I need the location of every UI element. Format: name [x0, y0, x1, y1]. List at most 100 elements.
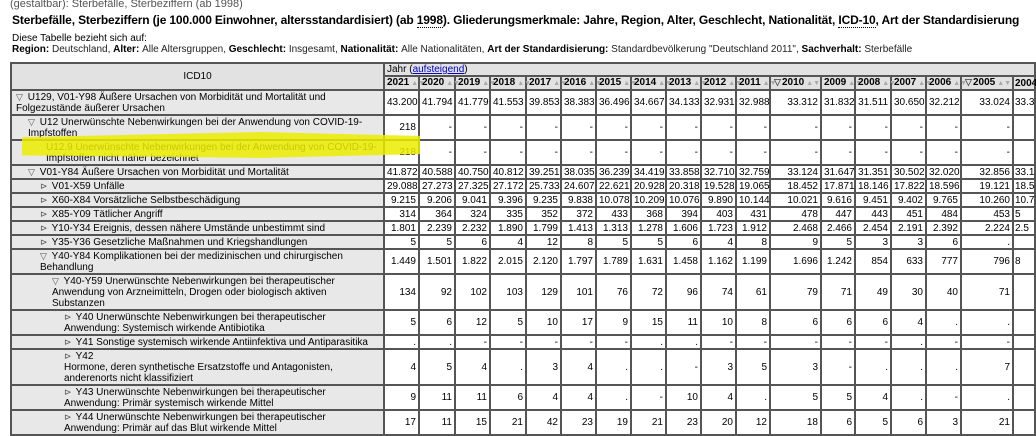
value-cell-2007: 9.402 [890, 192, 927, 208]
value-cell-2006: 40 [925, 273, 962, 311]
filter-key: Art der Standardisierung: [487, 44, 612, 55]
value-cell-2006: - [925, 139, 962, 166]
expand-icon[interactable]: ⊳ [40, 237, 48, 247]
collapse-icon[interactable]: ▽ [40, 251, 47, 261]
value-cell-2011: - [735, 334, 771, 350]
value-cell-2013: 33.858 [665, 164, 702, 180]
value-cell-2010: - [769, 139, 822, 166]
value-cell-2021: 314 [383, 206, 420, 222]
sort-icon[interactable]: ▲▼ [804, 80, 821, 87]
expand-icon[interactable]: ⊳ [64, 412, 72, 422]
value-cell-2012: 32.931 [700, 89, 737, 116]
value-cell-2012: - [700, 139, 737, 166]
sort-icon[interactable]: ▲▼ [691, 80, 708, 87]
sort-icon[interactable]: ▲▼ [480, 80, 497, 87]
collapse-icon[interactable]: ▽ [28, 117, 35, 127]
value-cell-2021: 1.801 [383, 220, 420, 236]
sort-icon[interactable]: ▲▼ [916, 80, 933, 87]
year-header-2019[interactable]: 2019 ▲▼ [454, 75, 496, 91]
value-cell-2007: . [890, 348, 927, 386]
value-cell-2020: 92 [418, 273, 456, 311]
sort-ascending-link[interactable]: aufsteigend [412, 64, 465, 75]
sort-icon[interactable]: ▲▼ [409, 80, 426, 87]
year-header-2012[interactable]: 2012 ▲▼ [700, 75, 742, 91]
title-text: , Art der Standardisierung [875, 13, 1020, 27]
sort-icon[interactable]: ▲▼ [726, 80, 743, 87]
value-cell-2004: 2.5 [1012, 220, 1036, 236]
value-cell-2010: 3 [769, 348, 822, 386]
year-header-2007[interactable]: 2007 ▲▼ [890, 75, 932, 91]
collapse-icon[interactable]: ▽ [774, 77, 781, 87]
expand-icon[interactable]: ⊳ [40, 181, 48, 191]
value-cell-2007: 17.822 [890, 178, 927, 194]
value-cell-2014: - [630, 114, 667, 141]
value-cell-2008: 49 [854, 273, 892, 311]
breadcrumb: (gestaltbar): Sterbefälle, Sterbeziffern… [10, 0, 243, 10]
sort-icon[interactable]: ▲▼ [656, 80, 673, 87]
year-header-2008[interactable]: 2008 ▲▼ [854, 75, 896, 91]
year-label: 2021 [387, 77, 410, 88]
year-label: 2008 [858, 77, 881, 88]
sort-icon[interactable]: ▲▼ [621, 80, 638, 87]
year-header-2021[interactable]: 2021 ▲▼ [383, 75, 425, 91]
filter-key: Nationalität: [340, 44, 402, 55]
value-cell-2019: - [454, 114, 491, 141]
expand-icon[interactable]: ⊳ [64, 337, 72, 347]
value-cell-2019: 1.822 [454, 248, 491, 275]
expand-icon[interactable]: ⊳ [40, 223, 48, 233]
table-row: ⊳ Y35-Y36 Gesetzliche Maßnahmen und Krie… [10, 234, 1036, 250]
sort-icon[interactable]: ▲▼ [760, 80, 777, 87]
sort-icon[interactable]: ▲▼ [880, 80, 897, 87]
year-header-2020[interactable]: 2020 ▲▼ [418, 75, 460, 91]
value-cell-2011: 32.988 [735, 89, 771, 116]
value-cell-2012: - [700, 334, 737, 350]
sort-icon[interactable]: ▲▼ [951, 80, 968, 87]
value-cell-2020: 41.794 [418, 89, 456, 116]
value-cell-2008: - [854, 114, 892, 141]
year-header-2011[interactable]: 2011 ▲▼ [735, 75, 777, 91]
expand-icon[interactable]: ⊳ [64, 351, 72, 361]
sort-icon[interactable]: ▲▼ [444, 80, 461, 87]
year-header-2010[interactable]: ▽2010 ▲▼ [769, 75, 822, 91]
value-cell-2015: 22.621 [595, 178, 632, 194]
year-header-2018[interactable]: 2018 ▲▼ [489, 75, 531, 91]
year-header-2005[interactable]: ▽2005 ▲▼ [960, 75, 1014, 91]
value-cell-2021: 5 [383, 309, 420, 336]
year-header-2006[interactable]: 2006 ▲▼ [925, 75, 967, 91]
value-cell-2009: - [820, 114, 856, 141]
value-cell-2014: 1.278 [630, 220, 667, 236]
data-table: ICD10 Jahr (aufsteigend) 2021 ▲▼ 2020 ▲▼ 2… [10, 62, 1036, 436]
value-cell-2009: 6 [820, 309, 856, 336]
value-cell-2006: 777 [925, 248, 962, 275]
collapse-icon[interactable]: ▽ [16, 92, 23, 102]
year-header-2015[interactable]: 2015 ▲▼ [595, 75, 637, 91]
row-label: X60-X84 Vorsätzliche Selbstbeschädigung [51, 195, 241, 206]
value-cell-2008: 31.351 [854, 164, 892, 180]
collapse-icon[interactable]: ▽ [965, 77, 972, 87]
expand-icon[interactable]: ⊳ [64, 312, 72, 322]
expand-icon[interactable]: ⊳ [40, 195, 48, 205]
sort-icon[interactable]: ▲▼ [551, 80, 568, 87]
value-cell-2008: - [854, 334, 892, 350]
expand-icon[interactable]: ⊳ [40, 209, 48, 219]
year-header-2009[interactable]: 2009 ▲▼ [820, 75, 862, 91]
value-cell-2016: 101 [560, 273, 597, 311]
value-cell-2021: 41.872 [383, 164, 420, 180]
sort-icon[interactable]: ▲▼ [515, 80, 532, 87]
year-header-2013[interactable]: 2013 ▲▼ [665, 75, 707, 91]
value-cell-2020: - [418, 139, 456, 166]
sort-icon[interactable]: ▲▼ [846, 80, 863, 87]
value-cell-2021: 134 [383, 273, 420, 311]
year-header-2017[interactable]: 2017 ▲▼ [525, 75, 567, 91]
year-header-2014[interactable]: 2014 ▲▼ [630, 75, 672, 91]
value-cell-2019: 27.325 [454, 178, 491, 194]
sort-icon[interactable]: ▲▼ [995, 80, 1012, 87]
icd10-header: ICD10 [10, 62, 385, 91]
year-label: 2005 [973, 77, 996, 88]
collapse-icon[interactable]: ▽ [28, 167, 35, 177]
collapse-icon[interactable]: ▽ [52, 276, 59, 286]
year-header-2004[interactable]: 2004 [1012, 75, 1036, 91]
expand-icon[interactable]: ⊳ [64, 387, 72, 397]
sort-icon[interactable]: ▲▼ [586, 80, 603, 87]
year-header-2016[interactable]: 2016 ▲▼ [560, 75, 602, 91]
